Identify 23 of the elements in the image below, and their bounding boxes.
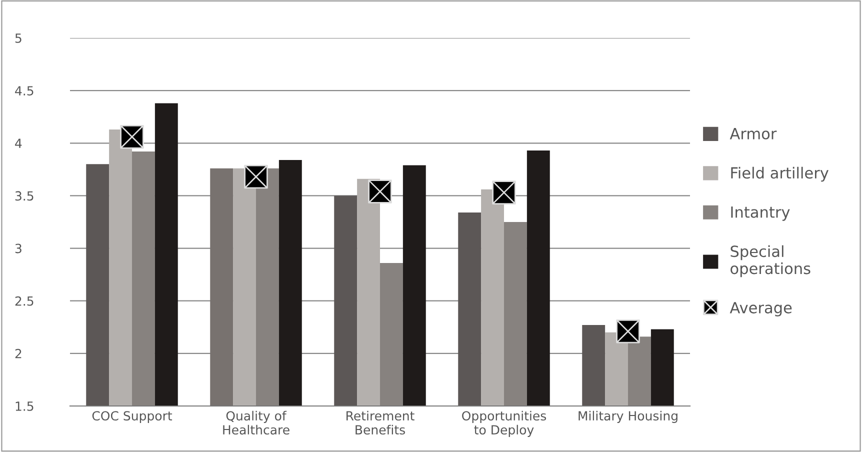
point <box>492 180 516 204</box>
x-tick-label: Opportunities to Deploy <box>462 410 546 437</box>
y-tick-label: 1.5 <box>16 402 34 411</box>
y-tick-label: 2 <box>15 348 22 358</box>
legend-label: Intantry <box>731 206 790 221</box>
point <box>368 180 392 204</box>
point <box>616 319 640 344</box>
point <box>244 164 268 189</box>
legend-label: Special operations <box>730 245 810 278</box>
y-tick-label: 4 <box>15 138 22 148</box>
legend-label: Average <box>730 302 792 316</box>
x-tick-label: Military Housing <box>578 410 678 423</box>
y-tick-label: 2.5 <box>15 296 34 306</box>
y-tick-label: 3.5 <box>15 191 34 201</box>
legend-label: Armor <box>730 128 777 140</box>
y-tick-label: 3 <box>15 244 22 254</box>
legend-label: Field artillery <box>731 166 828 182</box>
y-tick-label: 4.5 <box>15 86 34 96</box>
x-tick-label: Retirement Benefits <box>346 410 414 435</box>
x-tick-label: COC Support <box>92 411 172 423</box>
x-tick-label: Quality of Healthcare <box>223 410 290 435</box>
point <box>120 124 144 149</box>
y-tick-label: 5 <box>15 34 22 43</box>
